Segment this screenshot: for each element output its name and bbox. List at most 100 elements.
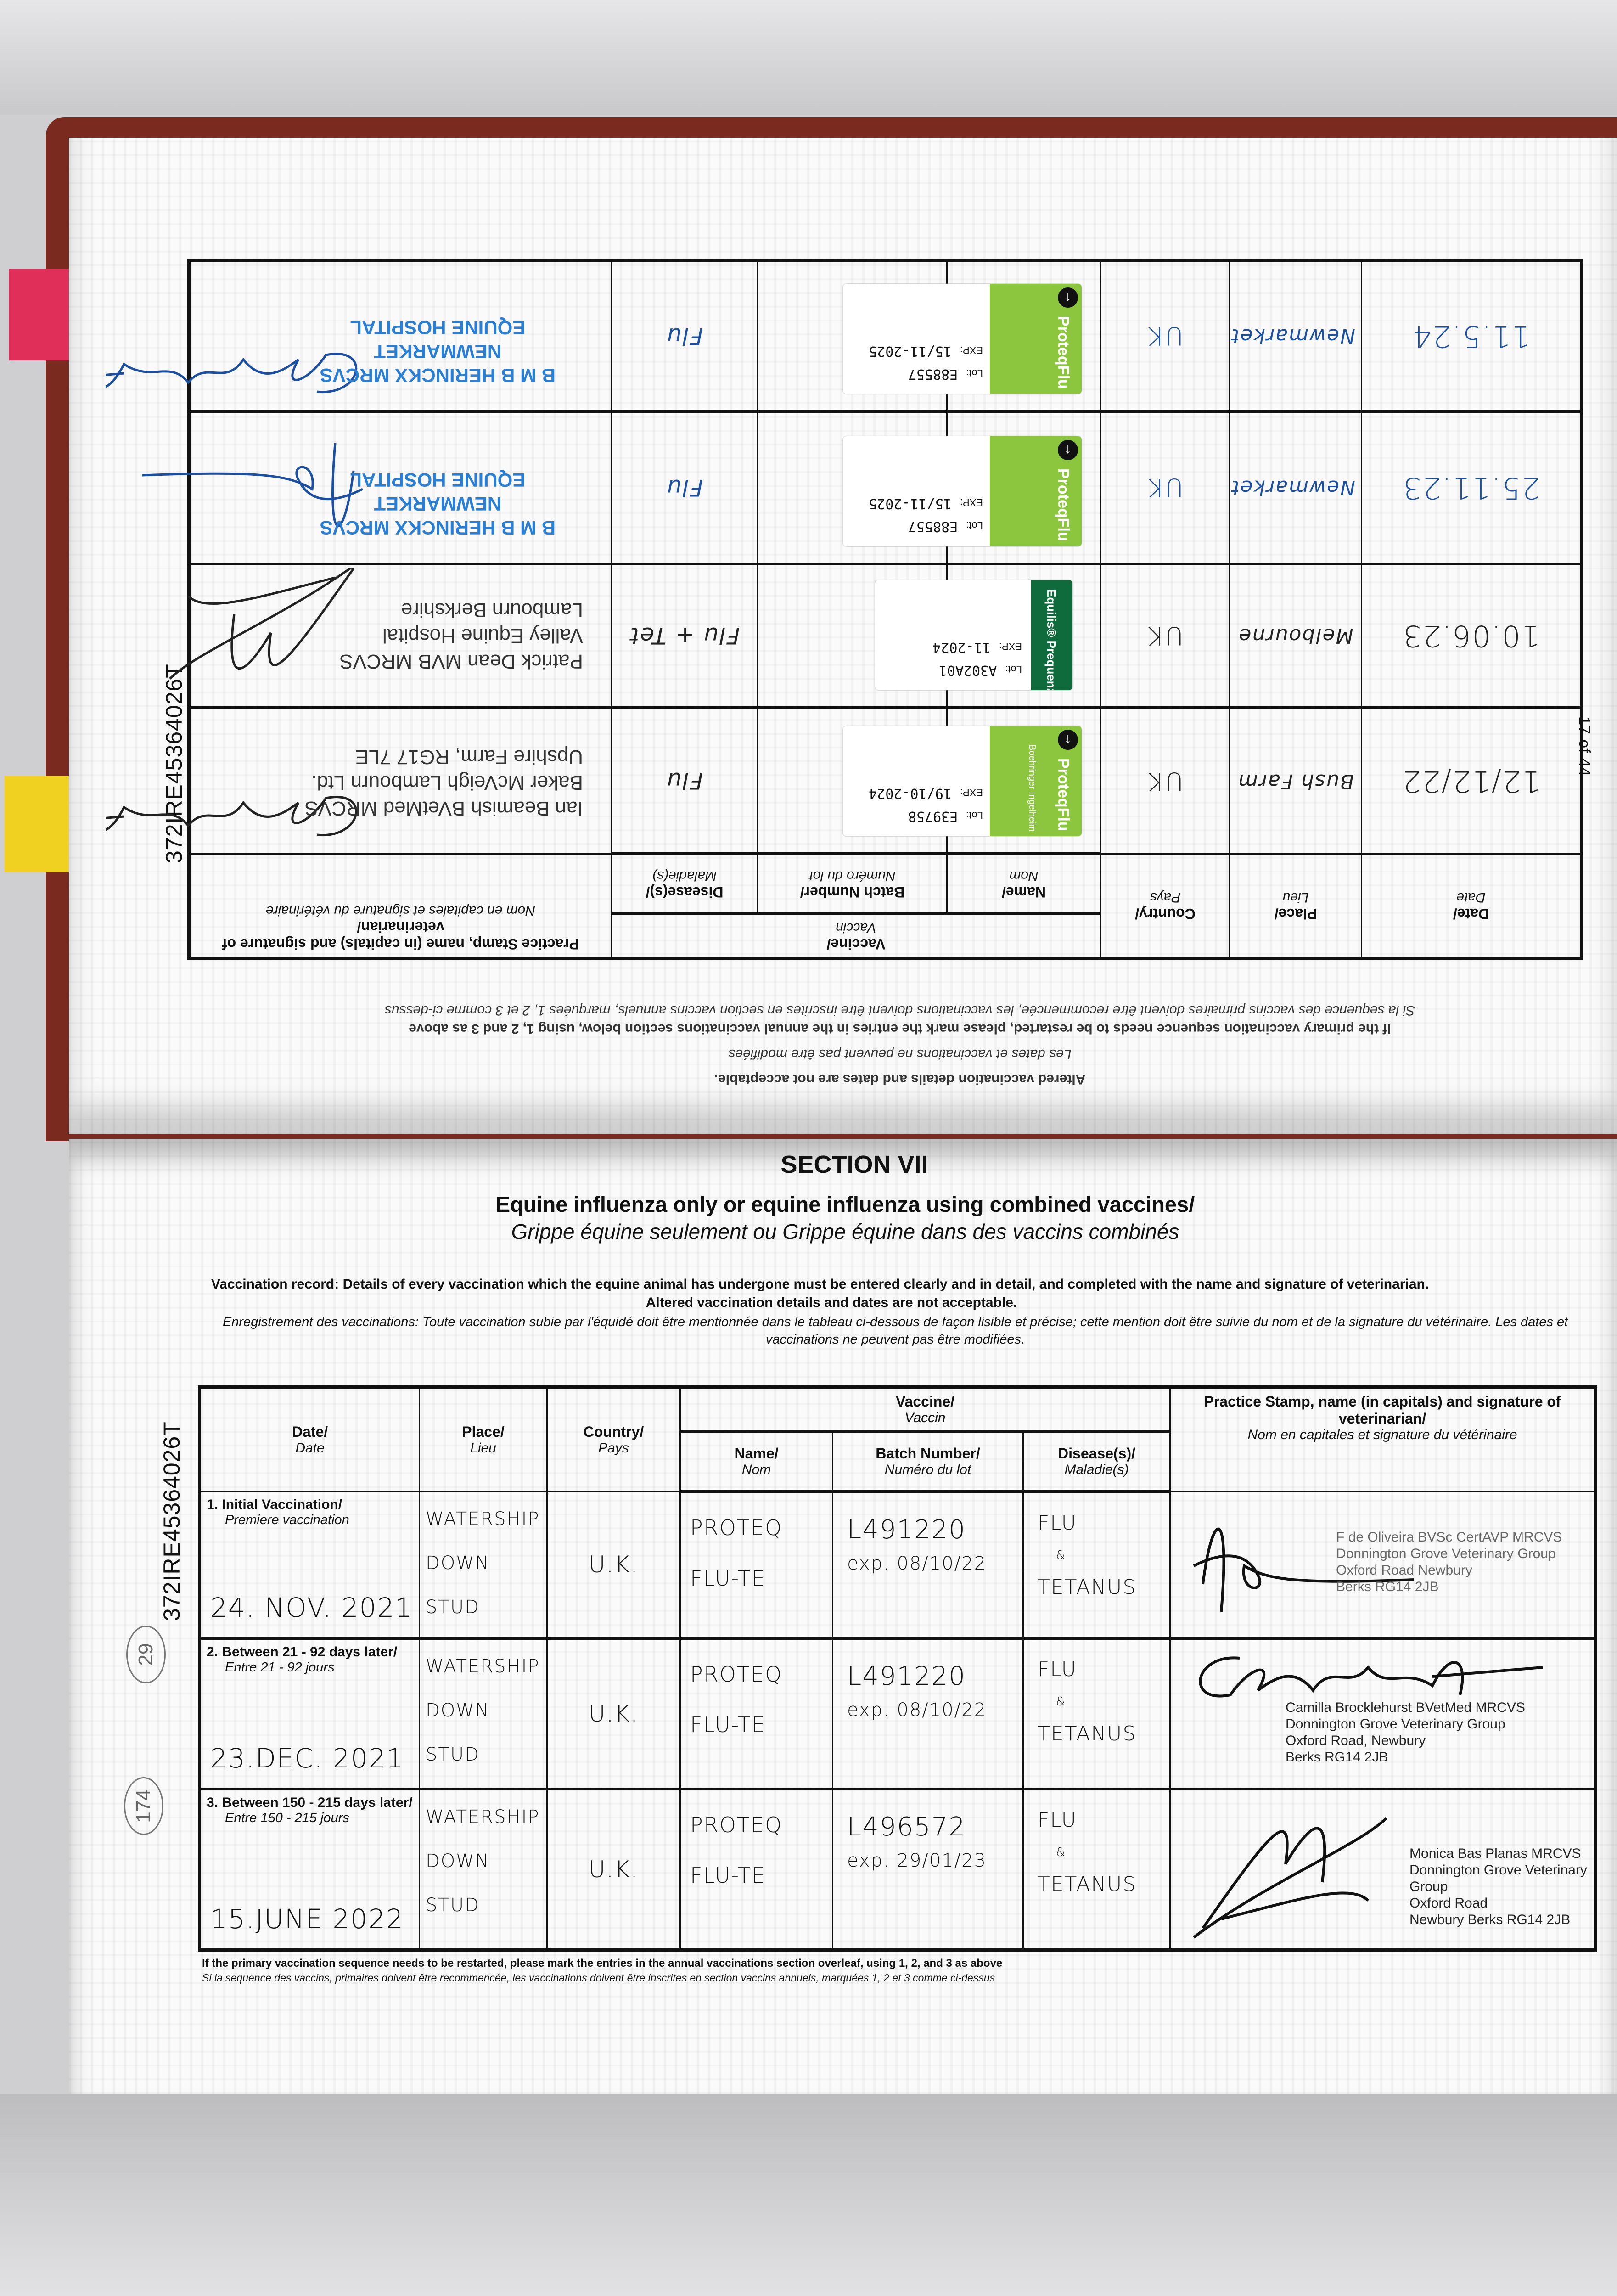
stamp-line: Valley Equine Hospital	[382, 625, 583, 647]
instructions-2: Altered vaccination details and dates ar…	[646, 1295, 1017, 1310]
disease-cell: Flu + Tet	[611, 564, 758, 708]
header-date-label-fr: Date	[1456, 890, 1486, 906]
batch-cell	[758, 260, 947, 411]
stamp-line: Berks RG14 2JB	[1286, 1750, 1388, 1765]
date-cell: 25.11.23	[1361, 411, 1582, 564]
practice-stamp-cell: Monica Bas Planas MRCVS Donnington Grove …	[1169, 1788, 1597, 1951]
header-vaccine-label: Vaccine/	[826, 936, 886, 952]
country-cell: UK	[1100, 564, 1230, 708]
stamp-line: B M B HERINCKX MRCVS	[320, 517, 556, 539]
disease-line: TETANUS	[1038, 1873, 1137, 1896]
disease: Flu	[666, 767, 703, 794]
country: UK	[1147, 766, 1184, 796]
vet-stamp: B M B HERINCKX MRCVS NEWMARKET EQUINE HOSP…	[320, 468, 556, 540]
disease-cell: Flu	[611, 260, 758, 411]
header-place: Place/Lieu	[419, 1386, 548, 1492]
table-row: 12/12/22 Bush Farm UK ProteqFlu Boehringer I…	[105, 708, 1582, 854]
stamp-line: Donnington Grove Veterinary Group	[1336, 1546, 1556, 1561]
section-title: SECTION VII	[780, 1151, 928, 1178]
header-batch-label-fr: Numéro du lot	[884, 1462, 971, 1478]
vaccine-name-cell: PROTEQ FLU-TE	[679, 1788, 833, 1951]
vaccine-name-line: PROTEQ	[690, 1812, 783, 1837]
date-cell: 3. Between 150 - 215 days later/Entre 15…	[199, 1788, 420, 1951]
vaccine-name-line: FLU-TE	[690, 1712, 766, 1737]
stamp-line: Berks RG14 2JB	[1336, 1579, 1439, 1594]
sticker-lot-label: Lot:	[966, 367, 983, 379]
row-label-fr: Entre 21 - 92 jours	[225, 1660, 335, 1675]
vaccination-date: 15.JUNE 2022	[210, 1903, 404, 1935]
vet-stamp: Camilla Brocklehurst BVetMed MRCVS Donnin…	[1286, 1699, 1525, 1766]
bookmark-tab-pink	[9, 269, 71, 360]
previous-vaccination-table: Date/Date Place/Lieu Country/Pays Vaccin…	[105, 259, 1583, 960]
place-line: WATERSHIP	[426, 1508, 540, 1530]
place-line: WATERSHIP	[426, 1656, 540, 1677]
sticker-lot-label: Lot:	[1005, 664, 1022, 675]
vet-stamp: Monica Bas Planas MRCVS Donnington Grove …	[1409, 1846, 1594, 1928]
header-batch-label: Batch Number/	[876, 1445, 980, 1462]
stamp-line: Camilla Brocklehurst BVetMed MRCVS	[1286, 1700, 1525, 1715]
country: UK	[1147, 473, 1184, 502]
stamp-line: Oxford Road, Newbury	[1286, 1733, 1426, 1748]
place: Bush Farm	[1237, 769, 1354, 793]
batch-number: L491220	[847, 1514, 966, 1545]
place-line: STUD	[426, 1744, 480, 1765]
sticker-exp-label: EXP:	[960, 497, 983, 508]
header-batch: Batch Number/Numéro du lot	[832, 1431, 1024, 1493]
table-row: 2. Between 21 - 92 days later/Entre 21 -…	[199, 1638, 1597, 1790]
country-cell: U.K.	[546, 1638, 681, 1790]
country: U.K.	[588, 1700, 639, 1727]
vaccination-date: 25.11.23	[1402, 471, 1540, 505]
sticker-brand: ProteqFlu	[1055, 316, 1072, 389]
instructions-fr: Enregistrement des vaccinations: Toute v…	[222, 1315, 1568, 1347]
header-place-label: Place/	[462, 1423, 505, 1440]
header-name-label: Name/	[1001, 884, 1046, 900]
previous-page-notes: Altered vaccination details and dates ar…	[257, 983, 1543, 1088]
row-label: 2. Between 21 - 92 days later/	[207, 1644, 398, 1660]
arrow-up-icon: ↑	[1058, 287, 1078, 308]
batch-number: L496572	[847, 1812, 966, 1842]
disease-line: TETANUS	[1038, 1575, 1137, 1599]
batch-cell: L496572 exp. 29/01/23	[832, 1788, 1024, 1951]
circled-mark: 174	[124, 1777, 163, 1835]
scanner-background-bottom	[0, 2094, 1617, 2296]
header-practice-label: Practice Stamp, name (in capitals) and s…	[1204, 1393, 1561, 1427]
place-line: DOWN	[426, 1851, 490, 1872]
vaccine-name-cell: PROTEQ FLU-TE	[679, 1491, 833, 1640]
scanner-background	[0, 0, 1617, 115]
place-line: DOWN	[426, 1552, 490, 1574]
date-cell: 12/12/22	[1361, 708, 1582, 854]
section-heading-fr: Grippe équine seulement ou Grippe équine…	[511, 1220, 1179, 1244]
header-batch: Batch Number/Numéro du lot	[758, 854, 947, 914]
header-name: Name/Nom	[947, 854, 1101, 914]
header-name-label-fr: Nom	[741, 1462, 771, 1478]
sticker-lot: A302A01	[938, 662, 997, 678]
header-vaccine-label: Vaccine/	[895, 1393, 955, 1410]
place-cell: Melbourne	[1230, 564, 1362, 708]
country: UK	[1147, 321, 1184, 351]
batch-cell: L491220 exp. 08/10/22	[832, 1638, 1024, 1790]
stamp-line: EQUINE HOSPITAL	[350, 317, 526, 338]
place: Newmarket	[1230, 324, 1355, 348]
stamp-line: Ian Beamish BVetMed MRCVS	[304, 797, 583, 820]
place: Melbourne	[1238, 624, 1353, 647]
practice-stamp-cell: Camilla Brocklehurst BVetMed MRCVS Donnin…	[1169, 1638, 1597, 1790]
disease-line: FLU	[1038, 1511, 1077, 1535]
header-name-label-fr: Nom	[1009, 868, 1039, 884]
vet-signature	[1193, 1527, 1415, 1612]
vet-signature	[142, 443, 364, 527]
practice-stamp-cell: F de Oliveira BVSc CertAVP MRCVS Donningt…	[1169, 1491, 1597, 1640]
expiry-date: exp. 29/01/23	[847, 1850, 987, 1871]
stamp-line: F de Oliveira BVSc CertAVP MRCVS	[1336, 1529, 1562, 1545]
vaccine-name-line: FLU-TE	[690, 1565, 766, 1591]
practice-stamp-cell: B M B HERINCKX MRCVS NEWMARKET EQUINE HOSP…	[105, 260, 612, 411]
header-country-label-fr: Pays	[598, 1440, 629, 1456]
country-cell: UK	[1100, 708, 1230, 854]
header-disease: Disease(s)/Maladie(s)	[611, 854, 758, 914]
header-batch-label: Batch Number/	[800, 884, 905, 900]
table-row: 3. Between 150 - 215 days later/Entre 15…	[199, 1788, 1597, 1951]
stamp-line: Upshire Farm, RG17 7LE	[355, 746, 583, 769]
disease-cell: Flu	[611, 708, 758, 854]
table-row: 11.5.24 Newmarket UK ProteqFlu ↑ Lot: E88557 E…	[105, 260, 1582, 411]
header-date-label-fr: Date	[295, 1440, 325, 1456]
place-line: DOWN	[426, 1700, 490, 1721]
